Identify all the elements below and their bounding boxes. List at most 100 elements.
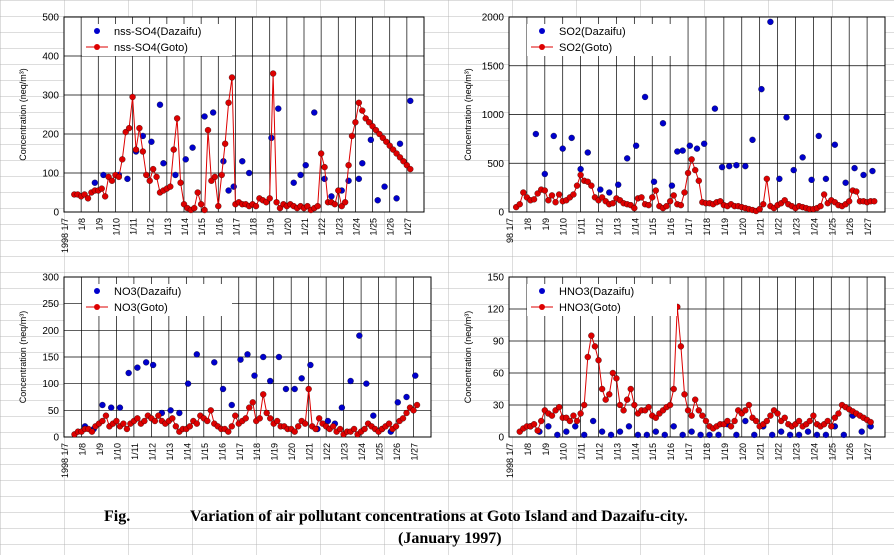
data-point [666,401,674,409]
data-point [781,197,788,204]
data-point [742,163,749,170]
x-tick-label: 1/14 [630,218,640,236]
x-tick-label: 1/17 [684,218,694,236]
data-point [228,401,235,409]
data-point [341,199,349,206]
data-point [679,431,686,439]
data-point [370,412,377,419]
x-tick-label: 1/15 [197,218,207,236]
data-point [554,431,561,439]
x-tick-label: 1/11 [130,443,140,460]
data-point [209,109,217,116]
data-point [652,428,659,435]
data-point [598,428,606,435]
chart-3: 0 50 100 150 200 250 300 1998 1/7 1/8 1/9 1/10 1/11… [18,273,432,478]
data-point [649,194,656,201]
data-point [688,156,695,163]
data-point [99,401,106,409]
x-tick-label: 1/25 [827,443,837,461]
data-point [267,415,274,422]
data-point [290,179,297,186]
data-point [666,198,674,205]
data-point [548,412,556,419]
data-point [781,414,788,421]
data-point [686,142,693,149]
data-point [597,186,604,193]
x-tick-label: 1/18 [249,218,259,236]
data-point [638,194,645,201]
data-point [249,399,256,406]
data-point [211,173,219,181]
data-point [652,414,659,421]
data-point [751,431,758,439]
x-tick-label: 1/20 [287,443,297,461]
data-point [706,431,713,439]
data-point [609,369,616,377]
legend-label: nss-SO4(Dazaifu) [114,26,201,38]
data-point [550,132,557,140]
data-point [616,401,624,409]
data-point [251,372,258,379]
x-tick-label: 1/26 [392,443,402,461]
legend-label: SO2(Dazaifu) [559,26,626,38]
data-point [715,431,722,439]
data-point [302,162,309,169]
data-point [688,412,695,419]
data-point [172,423,179,430]
data-point [399,415,407,422]
series-dazaifu [532,18,876,196]
data-point [548,192,556,199]
data-point [302,420,309,427]
data-point [606,391,613,398]
data-point [806,417,813,425]
x-tick-label: 1/23 [791,443,801,461]
data-point [91,179,99,186]
data-point [869,167,876,175]
x-tick-label: 1/10 [112,443,122,461]
data-point [681,391,688,398]
x-tick-label: 1/19 [720,218,730,236]
data-point [684,169,692,177]
data-point [232,412,239,419]
data-point [324,417,332,425]
x-tick-label: 1/22 [774,218,784,236]
data-point [643,431,651,439]
data-point [246,404,253,411]
data-point [312,425,319,433]
data-point [169,415,176,422]
figure-title: Variation of air pollutant concentration… [190,508,688,525]
data-point [260,391,267,398]
x-tick-label: 1/12 [595,443,605,461]
data-point [204,126,212,134]
data-point [225,187,232,194]
data-point [186,423,193,430]
data-point [134,364,141,371]
data-point [151,417,159,425]
data-point [822,175,830,183]
y-tick-label: 90 [493,337,505,348]
data-point [219,385,227,393]
x-tick-label: 1/17 [231,218,241,236]
data-point [808,176,815,183]
data-point [314,202,321,210]
data-point [237,356,244,363]
legend-box [527,24,677,56]
y-tick-label: 60 [493,369,505,380]
data-point [545,423,552,430]
legend-label: HNO3(Goto) [559,302,621,314]
data-point [335,187,342,194]
y-tick-label: 500 [42,13,59,24]
x-tick-label: 1998 1/7 [60,218,70,253]
x-tick-label: 1/19 [266,218,276,236]
x-tick-label: 1/22 [774,443,784,461]
data-point [695,177,702,184]
data-point [407,165,414,173]
data-point [624,155,631,162]
x-tick-label: 1/23 [791,218,801,236]
x-tick-label: 1/14 [180,218,190,236]
data-point [813,431,821,439]
data-point [170,146,177,153]
x-tick-label: 1/18 [252,443,262,461]
data-point [851,164,858,172]
x-tick-label: 1/19 [270,443,280,461]
